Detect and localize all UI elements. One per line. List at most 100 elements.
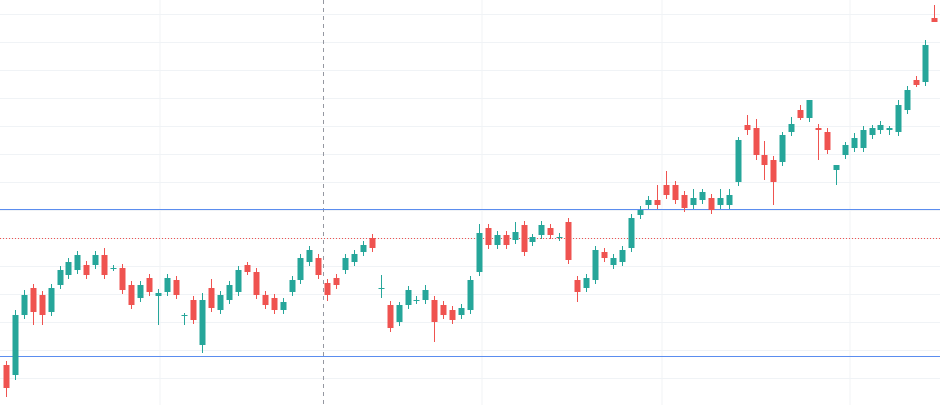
candle-body — [886, 128, 893, 130]
candle-body — [895, 105, 902, 132]
candle-body — [717, 198, 724, 205]
candle-body — [610, 258, 617, 265]
candle-body — [619, 250, 626, 262]
candle-body — [512, 232, 519, 240]
candle-body — [761, 155, 768, 165]
candle-body — [654, 200, 661, 205]
candle-body — [931, 18, 938, 22]
candle-body — [592, 250, 599, 280]
candle-body — [306, 250, 313, 262]
candle-body — [92, 255, 99, 265]
candle-body — [208, 288, 215, 308]
candle-body — [431, 300, 438, 322]
candle-body — [922, 45, 929, 82]
candle-body — [369, 238, 376, 248]
candle-body — [271, 298, 278, 310]
candle-body — [753, 128, 760, 155]
candle-body — [333, 278, 340, 285]
candle-body — [485, 228, 492, 245]
candle-body — [699, 192, 706, 200]
candle-body — [708, 198, 715, 210]
candle-body — [851, 138, 858, 148]
candle-body — [779, 135, 786, 162]
candle-body — [458, 308, 465, 315]
candle-body — [806, 100, 813, 118]
candle-body — [467, 280, 474, 310]
candle-body — [226, 285, 233, 300]
candle-body — [30, 288, 37, 312]
candle-body — [48, 288, 55, 312]
candle-body — [574, 280, 581, 292]
candle-body — [842, 145, 849, 155]
candle-body — [672, 185, 679, 200]
candle-body — [199, 300, 206, 345]
candle-body — [556, 237, 563, 238]
candle-body — [396, 305, 403, 322]
candle-body — [869, 128, 876, 135]
candle-body — [681, 195, 688, 208]
candle-body — [628, 218, 635, 248]
candle-body — [538, 225, 545, 235]
candle-body — [913, 80, 920, 85]
candle-body — [315, 258, 322, 275]
candle-body — [770, 160, 777, 182]
candle-body — [547, 228, 554, 235]
candle-body — [128, 285, 135, 305]
candle-body — [449, 310, 456, 320]
vertical-grid — [159, 0, 851, 405]
candle-body — [521, 225, 528, 252]
candle-body — [637, 210, 644, 215]
candle-body — [726, 195, 733, 205]
candle-body — [503, 235, 510, 245]
candle-body — [351, 254, 358, 262]
candle-body — [663, 185, 670, 195]
candle-body — [422, 290, 429, 300]
candle-body — [744, 125, 751, 130]
candle-body — [815, 128, 822, 130]
candle-body — [360, 245, 367, 252]
candle-body — [21, 295, 28, 315]
candle-body — [173, 280, 180, 295]
candle-body — [280, 302, 287, 310]
candle-body — [494, 235, 501, 245]
candle-body — [645, 200, 652, 205]
candle-body — [824, 132, 831, 150]
candle-body — [57, 270, 64, 285]
candle-body — [833, 165, 840, 170]
candle-body — [244, 265, 251, 272]
candle-body — [565, 222, 572, 260]
candle-body — [253, 272, 260, 295]
candle-body — [797, 110, 804, 118]
candle-body — [65, 262, 72, 275]
candle-body — [440, 305, 447, 315]
candle-body — [405, 290, 412, 305]
candle-body — [119, 268, 126, 290]
candle-body — [217, 295, 224, 310]
candle-body — [146, 278, 153, 292]
candle-body — [378, 288, 385, 289]
horizontal-grid — [0, 14, 940, 379]
candle-body — [860, 130, 867, 148]
candle-body — [788, 124, 795, 132]
candle-body — [289, 280, 296, 292]
candle-body — [155, 293, 162, 296]
candle-body — [601, 252, 608, 258]
candle-body — [164, 278, 171, 292]
candle-body — [235, 270, 242, 292]
candle-body — [387, 305, 394, 328]
candle-body — [690, 198, 697, 205]
candle-body — [413, 300, 420, 301]
candle-body — [83, 265, 90, 275]
candle-body — [262, 295, 269, 305]
candle-body — [39, 295, 46, 315]
candle-body — [3, 365, 10, 388]
candle-body — [137, 285, 144, 298]
candle-body — [101, 255, 108, 275]
candle-body — [297, 258, 304, 280]
candle-body — [74, 255, 81, 270]
candle-body — [583, 278, 590, 288]
candle-body — [324, 283, 331, 295]
candle-body — [735, 140, 742, 182]
